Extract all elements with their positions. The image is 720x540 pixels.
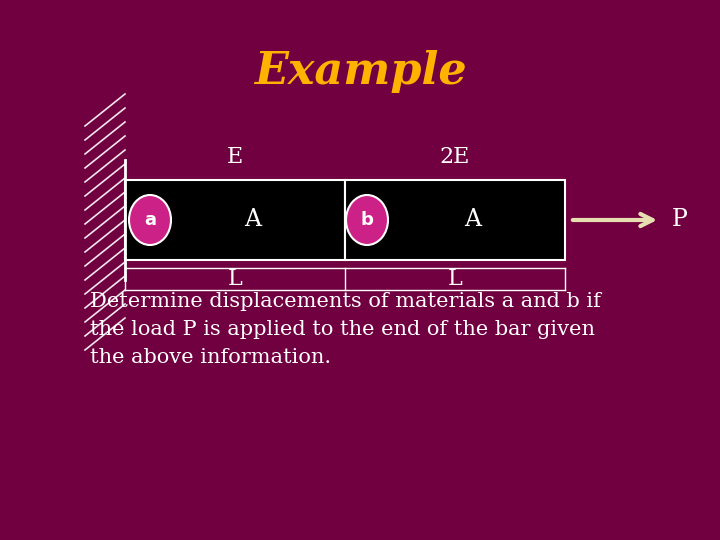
Text: Determine displacements of materials a and b if
the load P is applied to the end: Determine displacements of materials a a…: [90, 292, 601, 367]
Ellipse shape: [129, 195, 171, 245]
Ellipse shape: [346, 195, 388, 245]
Text: A: A: [245, 208, 261, 232]
Text: A: A: [464, 208, 482, 232]
Text: b: b: [361, 211, 374, 229]
Bar: [85, 160, 125, 280]
Text: L: L: [448, 268, 462, 290]
Text: 2E: 2E: [440, 146, 470, 168]
Bar: [125, 180, 345, 260]
Text: L: L: [228, 268, 243, 290]
Text: E: E: [227, 146, 243, 168]
Text: a: a: [144, 211, 156, 229]
Bar: [345, 180, 565, 260]
Text: P: P: [672, 208, 688, 232]
Text: Example: Example: [253, 50, 467, 93]
